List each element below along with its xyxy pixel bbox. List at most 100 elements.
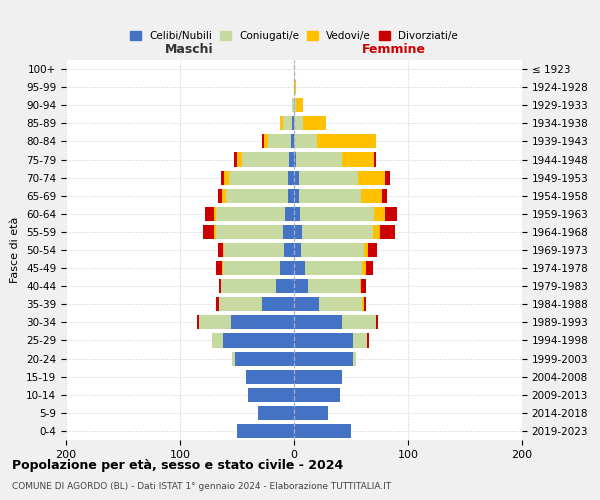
- Bar: [294, 207, 397, 221]
- Y-axis label: Fasce di età: Fasce di età: [10, 217, 20, 283]
- Bar: [203, 225, 294, 239]
- Bar: [294, 152, 296, 166]
- Bar: [294, 388, 340, 402]
- Bar: [223, 243, 294, 257]
- Bar: [294, 152, 374, 166]
- Bar: [294, 243, 377, 257]
- Bar: [268, 134, 294, 148]
- Bar: [294, 152, 342, 166]
- Bar: [294, 243, 364, 257]
- Bar: [294, 243, 301, 257]
- Bar: [199, 316, 294, 330]
- Bar: [294, 334, 369, 347]
- Bar: [294, 116, 326, 130]
- Bar: [294, 406, 328, 420]
- Bar: [294, 279, 361, 293]
- Bar: [294, 352, 356, 366]
- Bar: [232, 352, 294, 366]
- Bar: [224, 243, 294, 257]
- Text: Maschi: Maschi: [165, 43, 214, 56]
- Bar: [294, 334, 353, 347]
- Bar: [219, 297, 294, 312]
- Bar: [294, 170, 385, 184]
- Bar: [217, 261, 294, 275]
- Bar: [280, 116, 294, 130]
- Bar: [294, 207, 300, 221]
- Bar: [262, 297, 294, 312]
- Bar: [294, 424, 351, 438]
- Bar: [294, 297, 362, 312]
- Bar: [221, 279, 294, 293]
- Bar: [294, 424, 351, 438]
- Bar: [221, 279, 294, 293]
- Bar: [248, 388, 294, 402]
- Bar: [294, 388, 340, 402]
- Bar: [294, 116, 326, 130]
- Text: Femmine: Femmine: [362, 43, 427, 56]
- Bar: [294, 225, 373, 239]
- Bar: [212, 334, 294, 347]
- Bar: [232, 352, 294, 366]
- Bar: [294, 98, 296, 112]
- Bar: [294, 297, 319, 312]
- Bar: [292, 98, 294, 112]
- Bar: [280, 116, 294, 130]
- Bar: [217, 207, 294, 221]
- Bar: [214, 207, 294, 221]
- Bar: [280, 261, 294, 275]
- Bar: [218, 188, 294, 203]
- Bar: [294, 370, 342, 384]
- Bar: [294, 188, 388, 203]
- Bar: [283, 225, 294, 239]
- Bar: [232, 352, 294, 366]
- Bar: [294, 424, 351, 438]
- Bar: [294, 152, 376, 166]
- Bar: [292, 98, 294, 112]
- Bar: [294, 388, 340, 402]
- Bar: [292, 98, 294, 112]
- Bar: [292, 116, 294, 130]
- Bar: [242, 152, 294, 166]
- Bar: [197, 316, 294, 330]
- Bar: [294, 116, 303, 130]
- Bar: [294, 243, 368, 257]
- Bar: [237, 424, 294, 438]
- Bar: [212, 334, 294, 347]
- Bar: [219, 297, 294, 312]
- Bar: [294, 297, 364, 312]
- Bar: [246, 370, 294, 384]
- Bar: [294, 370, 342, 384]
- Bar: [262, 134, 294, 148]
- Bar: [294, 134, 376, 148]
- Bar: [289, 170, 294, 184]
- Bar: [294, 261, 305, 275]
- Bar: [294, 225, 395, 239]
- Bar: [248, 388, 294, 402]
- Bar: [217, 297, 294, 312]
- Bar: [248, 388, 294, 402]
- Bar: [294, 207, 385, 221]
- Bar: [294, 316, 342, 330]
- Bar: [217, 225, 294, 239]
- Bar: [294, 424, 351, 438]
- Bar: [294, 370, 342, 384]
- Bar: [229, 170, 294, 184]
- Bar: [294, 406, 328, 420]
- Bar: [224, 170, 294, 184]
- Bar: [226, 188, 294, 203]
- Bar: [199, 316, 294, 330]
- Bar: [294, 207, 374, 221]
- Legend: Celibi/Nubili, Coniugati/e, Vedovi/e, Divorziati/e: Celibi/Nubili, Coniugati/e, Vedovi/e, Di…: [126, 27, 462, 46]
- Bar: [246, 370, 294, 384]
- Bar: [294, 316, 376, 330]
- Bar: [294, 98, 303, 112]
- Bar: [294, 406, 328, 420]
- Bar: [294, 225, 302, 239]
- Bar: [294, 261, 373, 275]
- Bar: [257, 406, 294, 420]
- Bar: [294, 80, 296, 94]
- Bar: [235, 352, 294, 366]
- Bar: [294, 170, 299, 184]
- Bar: [294, 352, 356, 366]
- Bar: [222, 261, 294, 275]
